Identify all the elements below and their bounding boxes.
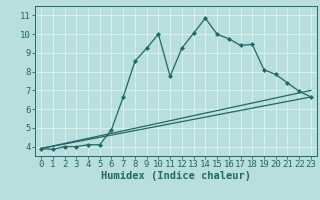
X-axis label: Humidex (Indice chaleur): Humidex (Indice chaleur) [101, 171, 251, 181]
